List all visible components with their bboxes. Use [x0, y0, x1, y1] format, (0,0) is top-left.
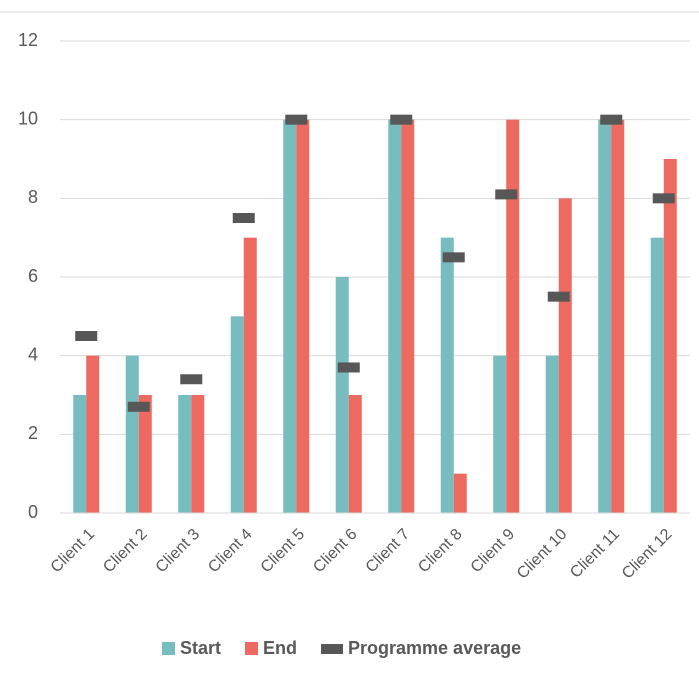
legend-label: End [263, 638, 297, 658]
bar [545, 355, 559, 513]
bar [388, 119, 402, 514]
bar [243, 237, 257, 513]
bar [125, 355, 139, 513]
average-marker [390, 114, 413, 125]
legend-label: Start [180, 638, 221, 658]
y-tick-label: 4 [28, 344, 38, 364]
average-marker [75, 331, 98, 341]
bar [178, 395, 192, 513]
x-tick-label: Client 11 [567, 526, 623, 582]
y-tick-label: 12 [18, 30, 38, 50]
x-tick-label: Client 7 [363, 526, 413, 576]
average-marker [652, 193, 675, 204]
y-tick-label: 2 [28, 423, 38, 443]
bar [493, 355, 507, 513]
bar [440, 237, 454, 513]
average-marker [442, 252, 465, 263]
bar [598, 119, 612, 514]
average-marker [127, 401, 150, 412]
legend-label: Programme average [348, 638, 521, 658]
x-tick-label: Client 4 [205, 526, 255, 576]
x-tick-label: Client 3 [153, 526, 203, 576]
bar [86, 355, 100, 513]
legend-swatch [321, 644, 344, 654]
average-marker [285, 114, 308, 125]
x-tick-label: Client 12 [619, 526, 676, 583]
bar [558, 198, 572, 514]
average-marker [495, 189, 518, 200]
x-tick-label: Client 2 [100, 526, 150, 576]
y-tick-label: 6 [28, 266, 38, 286]
bar [138, 395, 152, 513]
x-tick-label: Client 6 [310, 526, 360, 576]
average-marker [547, 291, 570, 302]
y-tick-label: 10 [18, 108, 38, 128]
y-tick-label: 8 [28, 187, 38, 207]
x-tick-label: Client 8 [415, 526, 465, 576]
bar [663, 159, 677, 513]
legend-swatch [245, 642, 259, 655]
average-marker [180, 374, 203, 385]
bar [506, 119, 520, 514]
bar [335, 277, 349, 513]
bar [650, 237, 664, 513]
average-marker [600, 114, 623, 125]
x-tick-label: Client 5 [258, 526, 308, 576]
legend-swatch [162, 642, 175, 655]
bar [73, 395, 87, 513]
bar [611, 119, 625, 514]
bar [453, 473, 467, 513]
bar [230, 316, 244, 513]
bar [401, 119, 415, 514]
bar [348, 395, 362, 513]
bar [283, 119, 297, 514]
x-tick-label: Client 1 [48, 526, 98, 576]
bar [296, 119, 310, 514]
average-marker [337, 362, 360, 373]
x-tick-label: Client 9 [468, 526, 518, 576]
average-marker [232, 213, 255, 223]
bar [191, 395, 205, 513]
x-tick-label: Client 10 [514, 526, 571, 583]
y-tick-label: 0 [28, 502, 38, 522]
